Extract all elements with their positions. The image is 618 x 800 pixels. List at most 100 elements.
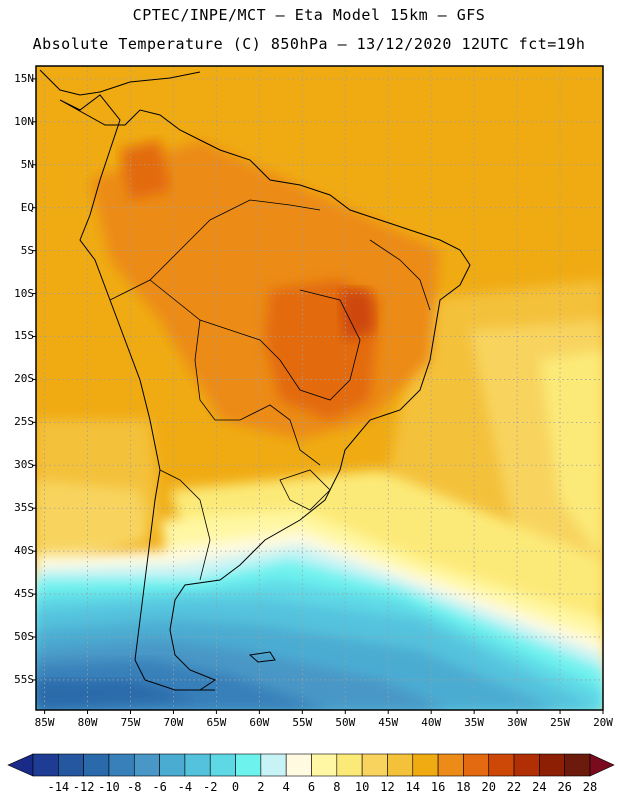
colorbar-label: -4 [177, 780, 193, 794]
lon-label: 80W [77, 716, 98, 729]
lat-label: 10N [14, 114, 34, 128]
lon-label: 50W [335, 716, 356, 729]
colorbar-swatch [32, 753, 59, 777]
axis-ticks [32, 78, 604, 714]
colorbar-swatch [58, 753, 84, 777]
lon-label: 40W [421, 716, 442, 729]
lon-label: 60W [249, 716, 270, 729]
uruguay-outline [279, 469, 331, 511]
border-chile-argentina [159, 469, 211, 581]
colorbar-swatch [83, 753, 110, 777]
map-frame [35, 65, 604, 711]
map-title-line2: Absolute Temperature (C) 850hPa – 13/12/… [32, 35, 586, 53]
colorbar-swatch [437, 753, 464, 777]
colorbar-label: 26 [557, 780, 572, 794]
lon-label: 65W [206, 716, 227, 729]
lon-label: 75W [120, 716, 141, 729]
colorbar-swatch [361, 753, 388, 777]
colorbar [7, 753, 615, 777]
colorbar-swatch [133, 753, 160, 777]
country-borders [109, 199, 431, 581]
lat-label: EQ [20, 200, 34, 214]
falkland-islands [248, 651, 276, 663]
colorbar-label: 14 [405, 780, 420, 794]
lat-label: 15N [14, 71, 34, 85]
border-paraguay-argentina [194, 319, 321, 466]
caribbean-islands [99, 71, 201, 93]
colorbar-label: 24 [532, 780, 547, 794]
colorbar-swatch [108, 753, 135, 777]
colorbar-label: -10 [98, 780, 120, 794]
colorbar-swatch [260, 753, 287, 777]
colorbar-swatch [488, 753, 515, 777]
lon-label: 85W [34, 716, 55, 729]
colorbar-swatch [311, 753, 338, 777]
colorbar-label: -6 [152, 780, 167, 794]
border-bolivia-brazil [149, 279, 281, 361]
lat-label: 5N [20, 157, 34, 171]
colorbar-label: 2 [257, 780, 265, 794]
field-venezuela-20 [120, 140, 170, 200]
graticule [36, 66, 603, 710]
colorbar-label: -2 [202, 780, 218, 794]
colorbar-under-arrow [7, 753, 34, 777]
lat-label: 45S [14, 587, 34, 601]
field-hotspot-22 [340, 290, 375, 340]
lat-label: 40S [14, 544, 34, 558]
lon-label: 30W [507, 716, 528, 729]
field-band-m8 [36, 680, 200, 710]
field-east-12 [540, 350, 603, 560]
colorbar-swatch [513, 753, 540, 777]
colorbar-swatch [209, 753, 236, 777]
colorbar-label: 20 [481, 780, 496, 794]
lat-label: 5S [20, 243, 34, 257]
lat-label: 10S [14, 286, 34, 300]
lat-label: 25S [14, 415, 34, 429]
colorbar-swatch [412, 753, 439, 777]
colorbar-label: 16 [430, 780, 446, 794]
lon-label: 70W [163, 716, 184, 729]
coastlines [39, 69, 471, 691]
lat-label: 50S [14, 630, 34, 643]
colorbar-label: 18 [456, 780, 471, 794]
colorbar-label: 10 [354, 780, 370, 794]
lat-label: 20S [14, 372, 34, 386]
colorbar-label: 22 [506, 780, 522, 794]
colorbar-label: 4 [282, 780, 290, 794]
colorbar-label: 28 [582, 780, 598, 794]
lat-label: 35S [14, 501, 34, 515]
lon-label: 20W [593, 716, 613, 729]
temperature-field [36, 66, 603, 710]
lat-label: 15S [14, 329, 34, 343]
colorbar-label: 0 [231, 780, 240, 794]
colorbar-swatch [564, 753, 591, 777]
south-america-coast [59, 94, 471, 691]
colorbar-label: 8 [333, 780, 341, 794]
colorbar-label: -14 [47, 780, 70, 794]
colorbar-label: -12 [72, 780, 95, 794]
central-america-coast [39, 69, 101, 96]
lat-label: 55S [14, 672, 34, 686]
colorbar-swatch [463, 753, 490, 777]
field-pacific-14 [36, 480, 150, 570]
colorbar-label: 12 [380, 780, 395, 794]
colorbar-over-arrow [589, 753, 615, 777]
lon-label: 25W [550, 716, 570, 729]
lon-label: 55W [292, 716, 313, 729]
brazil-states [279, 289, 361, 401]
brazil-northeast-states [369, 239, 431, 311]
colorbar-swatch [285, 753, 312, 777]
map-title-line1: CPTEC/INPE/MCT – Eta Model 15km – GFS [132, 6, 486, 24]
colorbar-swatch [336, 753, 363, 777]
colorbar-swatch [387, 753, 414, 777]
lon-label: 35W [464, 716, 485, 729]
colorbar-swatch [184, 753, 211, 777]
colorbar-label: -8 [127, 780, 142, 794]
colorbar-swatch [539, 753, 565, 777]
colorbar-swatch [235, 753, 262, 777]
lat-label: 30S [14, 458, 34, 472]
lon-label: 45W [378, 716, 399, 729]
colorbar-swatch [159, 753, 186, 777]
colorbar-label: 6 [307, 780, 316, 794]
